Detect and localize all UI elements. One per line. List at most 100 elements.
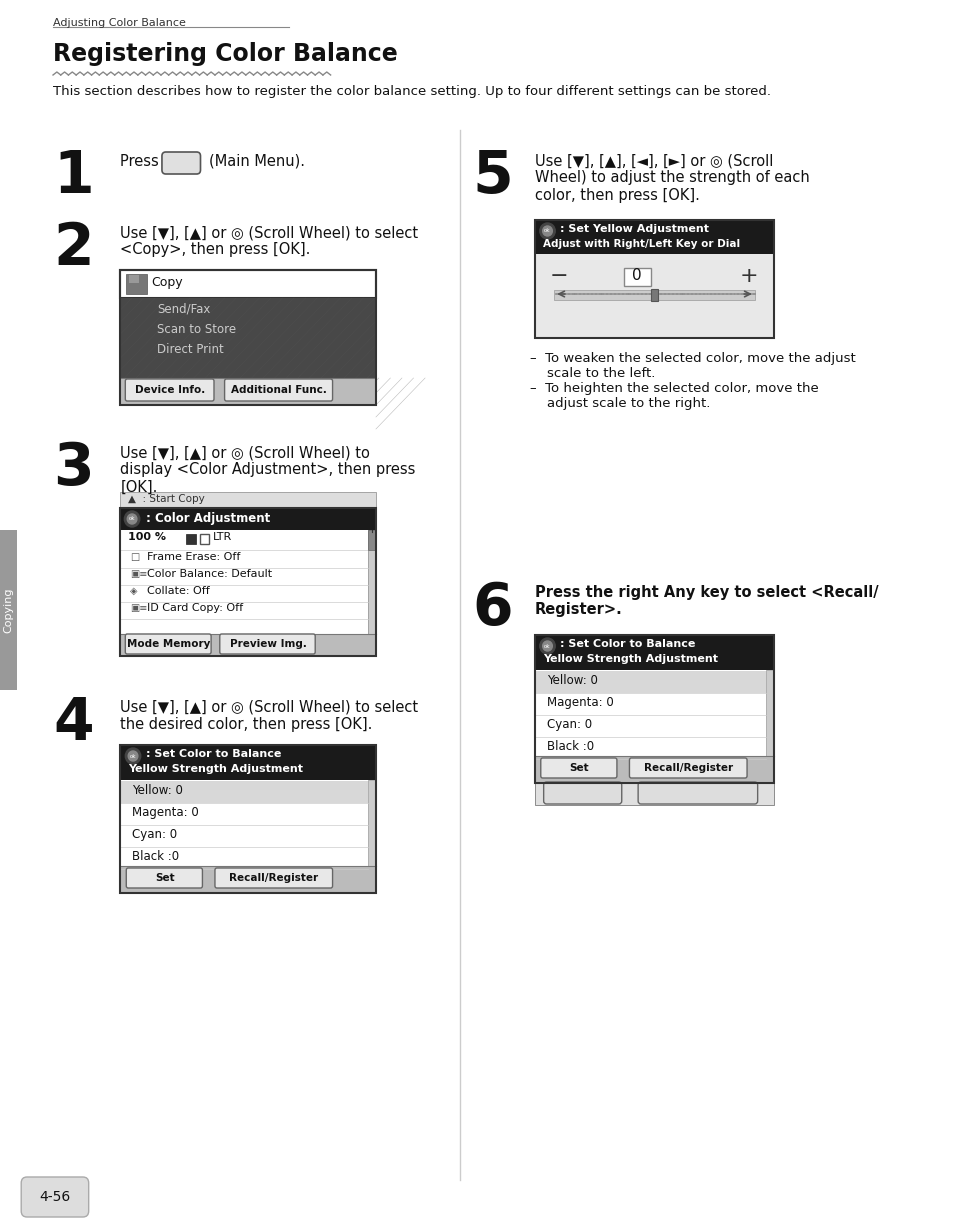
FancyBboxPatch shape (629, 758, 746, 778)
Text: Adjusting Color Balance: Adjusting Color Balance (53, 18, 186, 28)
FancyBboxPatch shape (162, 152, 200, 174)
FancyBboxPatch shape (21, 1177, 89, 1217)
Bar (368, 530, 375, 550)
Text: ok: ok (130, 753, 136, 758)
Text: : Set Yellow Adjustment: : Set Yellow Adjustment (559, 225, 708, 234)
Bar (120, 745, 375, 780)
Text: Yellow Strength Adjustment: Yellow Strength Adjustment (542, 654, 717, 664)
Text: ◈: ◈ (130, 587, 137, 596)
Text: ok: ok (543, 228, 550, 233)
Bar (120, 782, 368, 802)
FancyBboxPatch shape (125, 634, 211, 654)
Text: Send/Fax: Send/Fax (157, 303, 211, 317)
Text: 3: 3 (53, 440, 93, 497)
Bar (623, 267, 650, 286)
Bar (535, 636, 773, 670)
Bar (186, 534, 195, 544)
Bar (650, 290, 658, 301)
Text: ▣≡: ▣≡ (130, 569, 148, 579)
Bar (120, 780, 375, 866)
Text: +: + (739, 266, 758, 286)
Bar (535, 254, 773, 337)
Text: Cyan: 0: Cyan: 0 (132, 828, 177, 840)
Bar (129, 275, 139, 283)
Text: Mode Memory: Mode Memory (127, 639, 211, 649)
Text: Use [▼], [▲] or ◎ (Scroll Wheel) to
display <Color Adjustment>, then press
[OK].: Use [▼], [▲] or ◎ (Scroll Wheel) to disp… (120, 445, 416, 494)
Text: Black :0: Black :0 (546, 740, 593, 753)
Text: Use [▼], [▲], [◄], [►] or ◎ (Scroll
Wheel) to adjust the strength of each
color,: Use [▼], [▲], [◄], [►] or ◎ (Scroll Whee… (535, 153, 809, 202)
Circle shape (539, 223, 555, 239)
Bar (120, 530, 368, 634)
Bar (120, 492, 375, 508)
Bar (199, 534, 209, 544)
Text: Yellow Strength Adjustment: Yellow Strength Adjustment (128, 764, 303, 774)
FancyBboxPatch shape (126, 867, 202, 888)
Text: 2: 2 (53, 220, 93, 277)
Bar (120, 298, 375, 378)
Text: 1: 1 (53, 148, 93, 205)
Text: : Set Color to Balance: : Set Color to Balance (559, 639, 695, 649)
Text: : Set Color to Balance: : Set Color to Balance (146, 748, 280, 760)
Text: 4-56: 4-56 (39, 1190, 71, 1204)
Bar (120, 270, 375, 405)
Text: Device Info.: Device Info. (134, 385, 205, 395)
Bar (535, 783, 773, 805)
FancyBboxPatch shape (543, 782, 621, 804)
Text: Back: Back (546, 762, 575, 775)
FancyBboxPatch shape (219, 634, 314, 654)
Bar (120, 508, 375, 530)
Text: Cyan: 0: Cyan: 0 (546, 718, 591, 731)
Text: Direct Print: Direct Print (157, 344, 224, 356)
Text: Use [▼], [▲] or ◎ (Scroll Wheel) to select
<Copy>, then press [OK].: Use [▼], [▲] or ◎ (Scroll Wheel) to sele… (120, 225, 418, 258)
Bar (120, 270, 375, 298)
FancyBboxPatch shape (540, 758, 617, 778)
Text: Back: Back (132, 872, 160, 885)
Bar (120, 634, 375, 656)
Text: Registering Color Balance: Registering Color Balance (53, 42, 397, 66)
Text: ok: ok (129, 517, 135, 521)
FancyBboxPatch shape (638, 782, 757, 804)
Text: Use [▼], [▲] or ◎ (Scroll Wheel) to select
the desired color, then press [OK].: Use [▼], [▲] or ◎ (Scroll Wheel) to sele… (120, 699, 418, 733)
Bar (535, 756, 773, 783)
Bar (120, 866, 375, 893)
Text: Magenta: 0: Magenta: 0 (132, 806, 198, 818)
Text: Frame Erase: Off: Frame Erase: Off (148, 552, 240, 562)
Bar (535, 220, 773, 337)
Circle shape (127, 514, 136, 524)
Text: 0: 0 (632, 269, 641, 283)
Text: Copying: Copying (4, 588, 13, 633)
Text: Magenta: 0: Magenta: 0 (546, 696, 613, 709)
Bar (535, 636, 773, 783)
Bar (126, 274, 148, 294)
Circle shape (128, 751, 137, 761)
Bar (120, 530, 375, 550)
Text: Collate: Off: Collate: Off (148, 587, 210, 596)
Text: Scan to Store: Scan to Store (157, 323, 236, 336)
Text: Press the right Any key to select <Recall/
Register>.: Press the right Any key to select <Recal… (535, 585, 878, 617)
Circle shape (125, 748, 141, 764)
Text: □: □ (130, 552, 139, 562)
Bar (120, 378, 375, 405)
Text: Set: Set (154, 872, 174, 883)
Text: Yellow: 0: Yellow: 0 (132, 784, 183, 798)
Bar (535, 671, 765, 693)
Bar (765, 670, 773, 756)
Text: ▲  : Start Copy: ▲ : Start Copy (128, 494, 205, 504)
Text: −: − (549, 266, 568, 286)
Bar (120, 508, 375, 656)
Bar (535, 220, 773, 254)
Text: ID Card Copy: Off: ID Card Copy: Off (148, 602, 243, 614)
Text: 6: 6 (472, 580, 513, 637)
Bar (554, 290, 754, 299)
Text: Press: Press (120, 155, 164, 169)
Text: Yellow: 0: Yellow: 0 (546, 674, 597, 687)
Text: ok: ok (543, 643, 550, 649)
FancyBboxPatch shape (224, 379, 333, 401)
Text: Additional Func.: Additional Func. (231, 385, 326, 395)
Text: 5: 5 (472, 148, 513, 205)
Text: : Color Adjustment: : Color Adjustment (146, 512, 270, 525)
Text: 100 %: 100 % (128, 533, 166, 542)
Bar (120, 745, 375, 893)
Text: Set: Set (569, 763, 589, 773)
Circle shape (542, 640, 552, 652)
